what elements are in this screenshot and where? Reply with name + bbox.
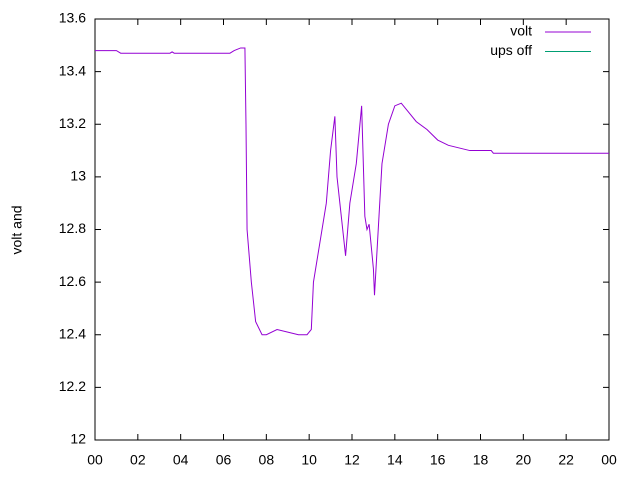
x-tick-label: 12 — [344, 452, 360, 468]
legend-label: volt — [510, 23, 532, 39]
y-tick-label: 13 — [70, 168, 86, 184]
x-tick-label: 20 — [516, 452, 532, 468]
series-line — [95, 47, 609, 336]
y-tick-label: 13.6 — [59, 10, 86, 26]
y-tick-label: 12.2 — [59, 378, 86, 394]
x-tick-label: 10 — [301, 452, 317, 468]
y-tick-label: 13.2 — [59, 115, 86, 131]
y-tick-label: 12.6 — [59, 273, 86, 289]
x-tick-label: 00 — [87, 452, 103, 468]
y-tick-label: 13.4 — [59, 62, 86, 78]
x-tick-label: 06 — [216, 452, 232, 468]
y-tick-label: 12 — [70, 431, 86, 447]
y-tick-label: 12.4 — [59, 325, 86, 341]
legend-label: ups off — [490, 42, 532, 58]
x-tick-label: 02 — [130, 452, 146, 468]
x-tick-label: 14 — [387, 452, 403, 468]
plot-frame — [94, 18, 610, 441]
y-tick-label: 12.8 — [59, 220, 86, 236]
x-tick-label: 16 — [430, 452, 446, 468]
x-tick-label: 08 — [259, 452, 275, 468]
x-tick-label: 00 — [601, 452, 617, 468]
x-tick-label: 18 — [473, 452, 489, 468]
x-tick-label: 04 — [173, 452, 189, 468]
x-tick-label: 22 — [558, 452, 574, 468]
y-axis-label: volt and — [9, 205, 25, 254]
